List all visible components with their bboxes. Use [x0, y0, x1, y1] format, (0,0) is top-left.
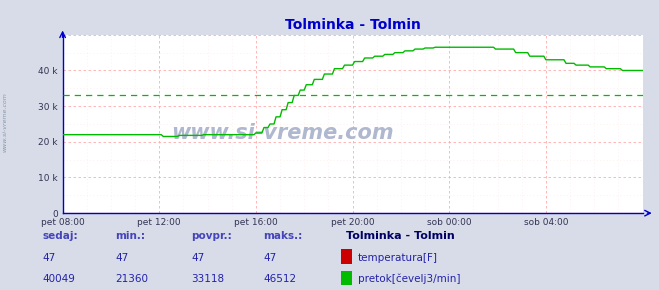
Text: 46512: 46512 — [264, 274, 297, 284]
Text: Tolminka - Tolmin: Tolminka - Tolmin — [346, 231, 455, 241]
Text: pretok[čevelj3/min]: pretok[čevelj3/min] — [358, 274, 461, 284]
Text: 47: 47 — [115, 253, 129, 263]
Text: 47: 47 — [43, 253, 56, 263]
Text: 33118: 33118 — [191, 274, 224, 284]
Text: min.:: min.: — [115, 231, 146, 241]
Text: www.si-vreme.com: www.si-vreme.com — [3, 92, 8, 152]
Text: 47: 47 — [264, 253, 277, 263]
Text: 40049: 40049 — [43, 274, 76, 284]
Text: www.si-vreme.com: www.si-vreme.com — [171, 123, 394, 143]
Text: povpr.:: povpr.: — [191, 231, 232, 241]
Text: sedaj:: sedaj: — [43, 231, 78, 241]
Text: maks.:: maks.: — [264, 231, 303, 241]
Text: temperatura[F]: temperatura[F] — [358, 253, 438, 263]
Title: Tolminka - Tolmin: Tolminka - Tolmin — [285, 18, 420, 32]
Text: 47: 47 — [191, 253, 204, 263]
Text: 21360: 21360 — [115, 274, 148, 284]
